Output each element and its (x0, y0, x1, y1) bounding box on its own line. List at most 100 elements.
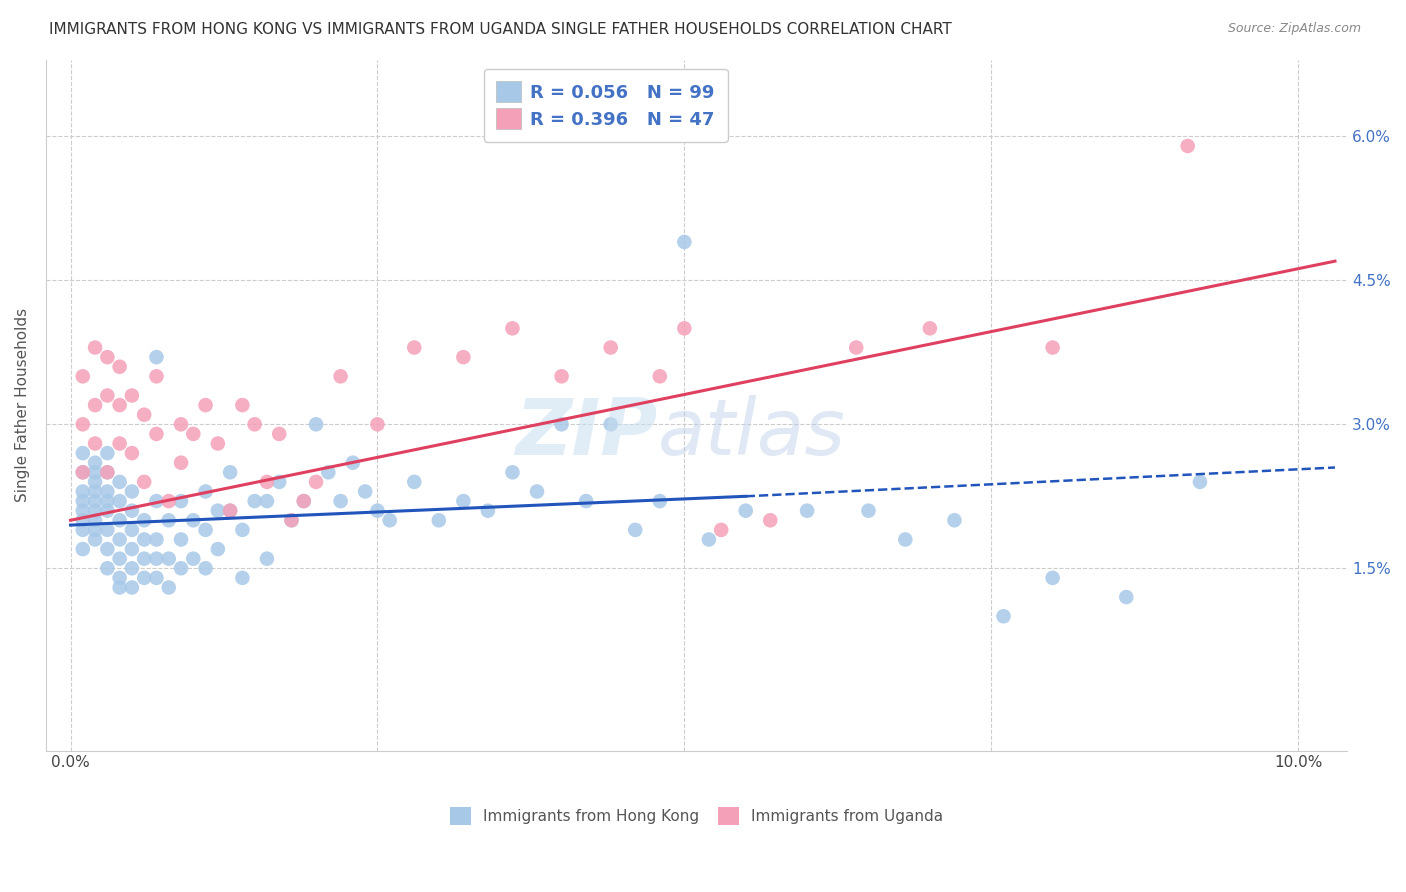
Point (648, 494, 671, 508)
Point (280, 513, 302, 527)
Point (170, 561, 193, 575)
Point (219, 504, 242, 518)
Point (72, 465, 94, 479)
Point (145, 426, 167, 441)
Point (453, 494, 475, 508)
Point (157, 513, 180, 527)
Point (84, 341, 107, 355)
Point (121, 446, 143, 460)
Point (72, 417, 94, 432)
Point (194, 398, 217, 412)
Point (84, 494, 107, 508)
Point (194, 484, 217, 499)
Point (366, 504, 388, 518)
Point (231, 523, 253, 537)
Point (231, 571, 253, 585)
Point (329, 369, 352, 384)
Point (550, 369, 572, 384)
Point (121, 484, 143, 499)
Point (256, 551, 278, 566)
Point (96, 561, 118, 575)
Point (84, 523, 107, 537)
Point (170, 494, 193, 508)
Point (108, 359, 131, 374)
Point (72, 513, 94, 527)
Point (194, 561, 217, 575)
Point (72, 542, 94, 557)
Point (134, 571, 156, 585)
Point (305, 475, 328, 489)
Point (96, 504, 118, 518)
Point (292, 494, 315, 508)
Point (170, 417, 193, 432)
Point (96, 494, 118, 508)
Y-axis label: Single Father Households: Single Father Households (15, 308, 30, 502)
Point (256, 494, 278, 508)
Point (1177, 139, 1199, 153)
Point (96, 523, 118, 537)
Point (575, 494, 598, 508)
Point (84, 465, 107, 479)
Point (145, 369, 167, 384)
Point (599, 417, 621, 432)
Point (526, 484, 548, 499)
Point (134, 408, 156, 422)
Point (108, 581, 131, 595)
Point (145, 350, 167, 364)
Point (108, 533, 131, 547)
Point (108, 436, 131, 450)
Point (84, 398, 107, 412)
Point (145, 533, 167, 547)
Point (121, 581, 143, 595)
Point (378, 513, 401, 527)
Point (121, 561, 143, 575)
Point (1188, 475, 1211, 489)
Point (673, 321, 696, 335)
Point (72, 494, 94, 508)
Point (207, 542, 229, 557)
Point (84, 504, 107, 518)
Point (599, 341, 621, 355)
Point (243, 494, 266, 508)
Point (181, 513, 204, 527)
Text: IMMIGRANTS FROM HONG KONG VS IMMIGRANTS FROM UGANDA SINGLE FATHER HOUSEHOLDS COR: IMMIGRANTS FROM HONG KONG VS IMMIGRANTS … (49, 22, 952, 37)
Point (219, 465, 242, 479)
Point (96, 542, 118, 557)
Point (207, 504, 229, 518)
Legend: Immigrants from Hong Kong, Immigrants from Uganda: Immigrants from Hong Kong, Immigrants fr… (441, 800, 952, 832)
Point (134, 513, 156, 527)
Point (84, 533, 107, 547)
Point (72, 484, 94, 499)
Point (943, 513, 966, 527)
Point (84, 475, 107, 489)
Point (121, 504, 143, 518)
Point (305, 417, 328, 432)
Point (145, 551, 167, 566)
Point (157, 581, 180, 595)
Point (550, 417, 572, 432)
Point (170, 456, 193, 470)
Point (404, 475, 426, 489)
Point (84, 436, 107, 450)
Point (96, 465, 118, 479)
Point (108, 398, 131, 412)
Point (354, 484, 377, 499)
Point (96, 446, 118, 460)
Point (796, 504, 818, 518)
Point (108, 494, 131, 508)
Point (1042, 341, 1064, 355)
Point (710, 523, 733, 537)
Point (84, 484, 107, 499)
Point (121, 388, 143, 402)
Point (72, 504, 94, 518)
Point (96, 465, 118, 479)
Point (72, 369, 94, 384)
Point (1042, 571, 1064, 585)
Point (256, 475, 278, 489)
Point (269, 475, 291, 489)
Point (157, 551, 180, 566)
Point (342, 456, 364, 470)
Point (145, 494, 167, 508)
Point (858, 504, 880, 518)
Point (194, 523, 217, 537)
